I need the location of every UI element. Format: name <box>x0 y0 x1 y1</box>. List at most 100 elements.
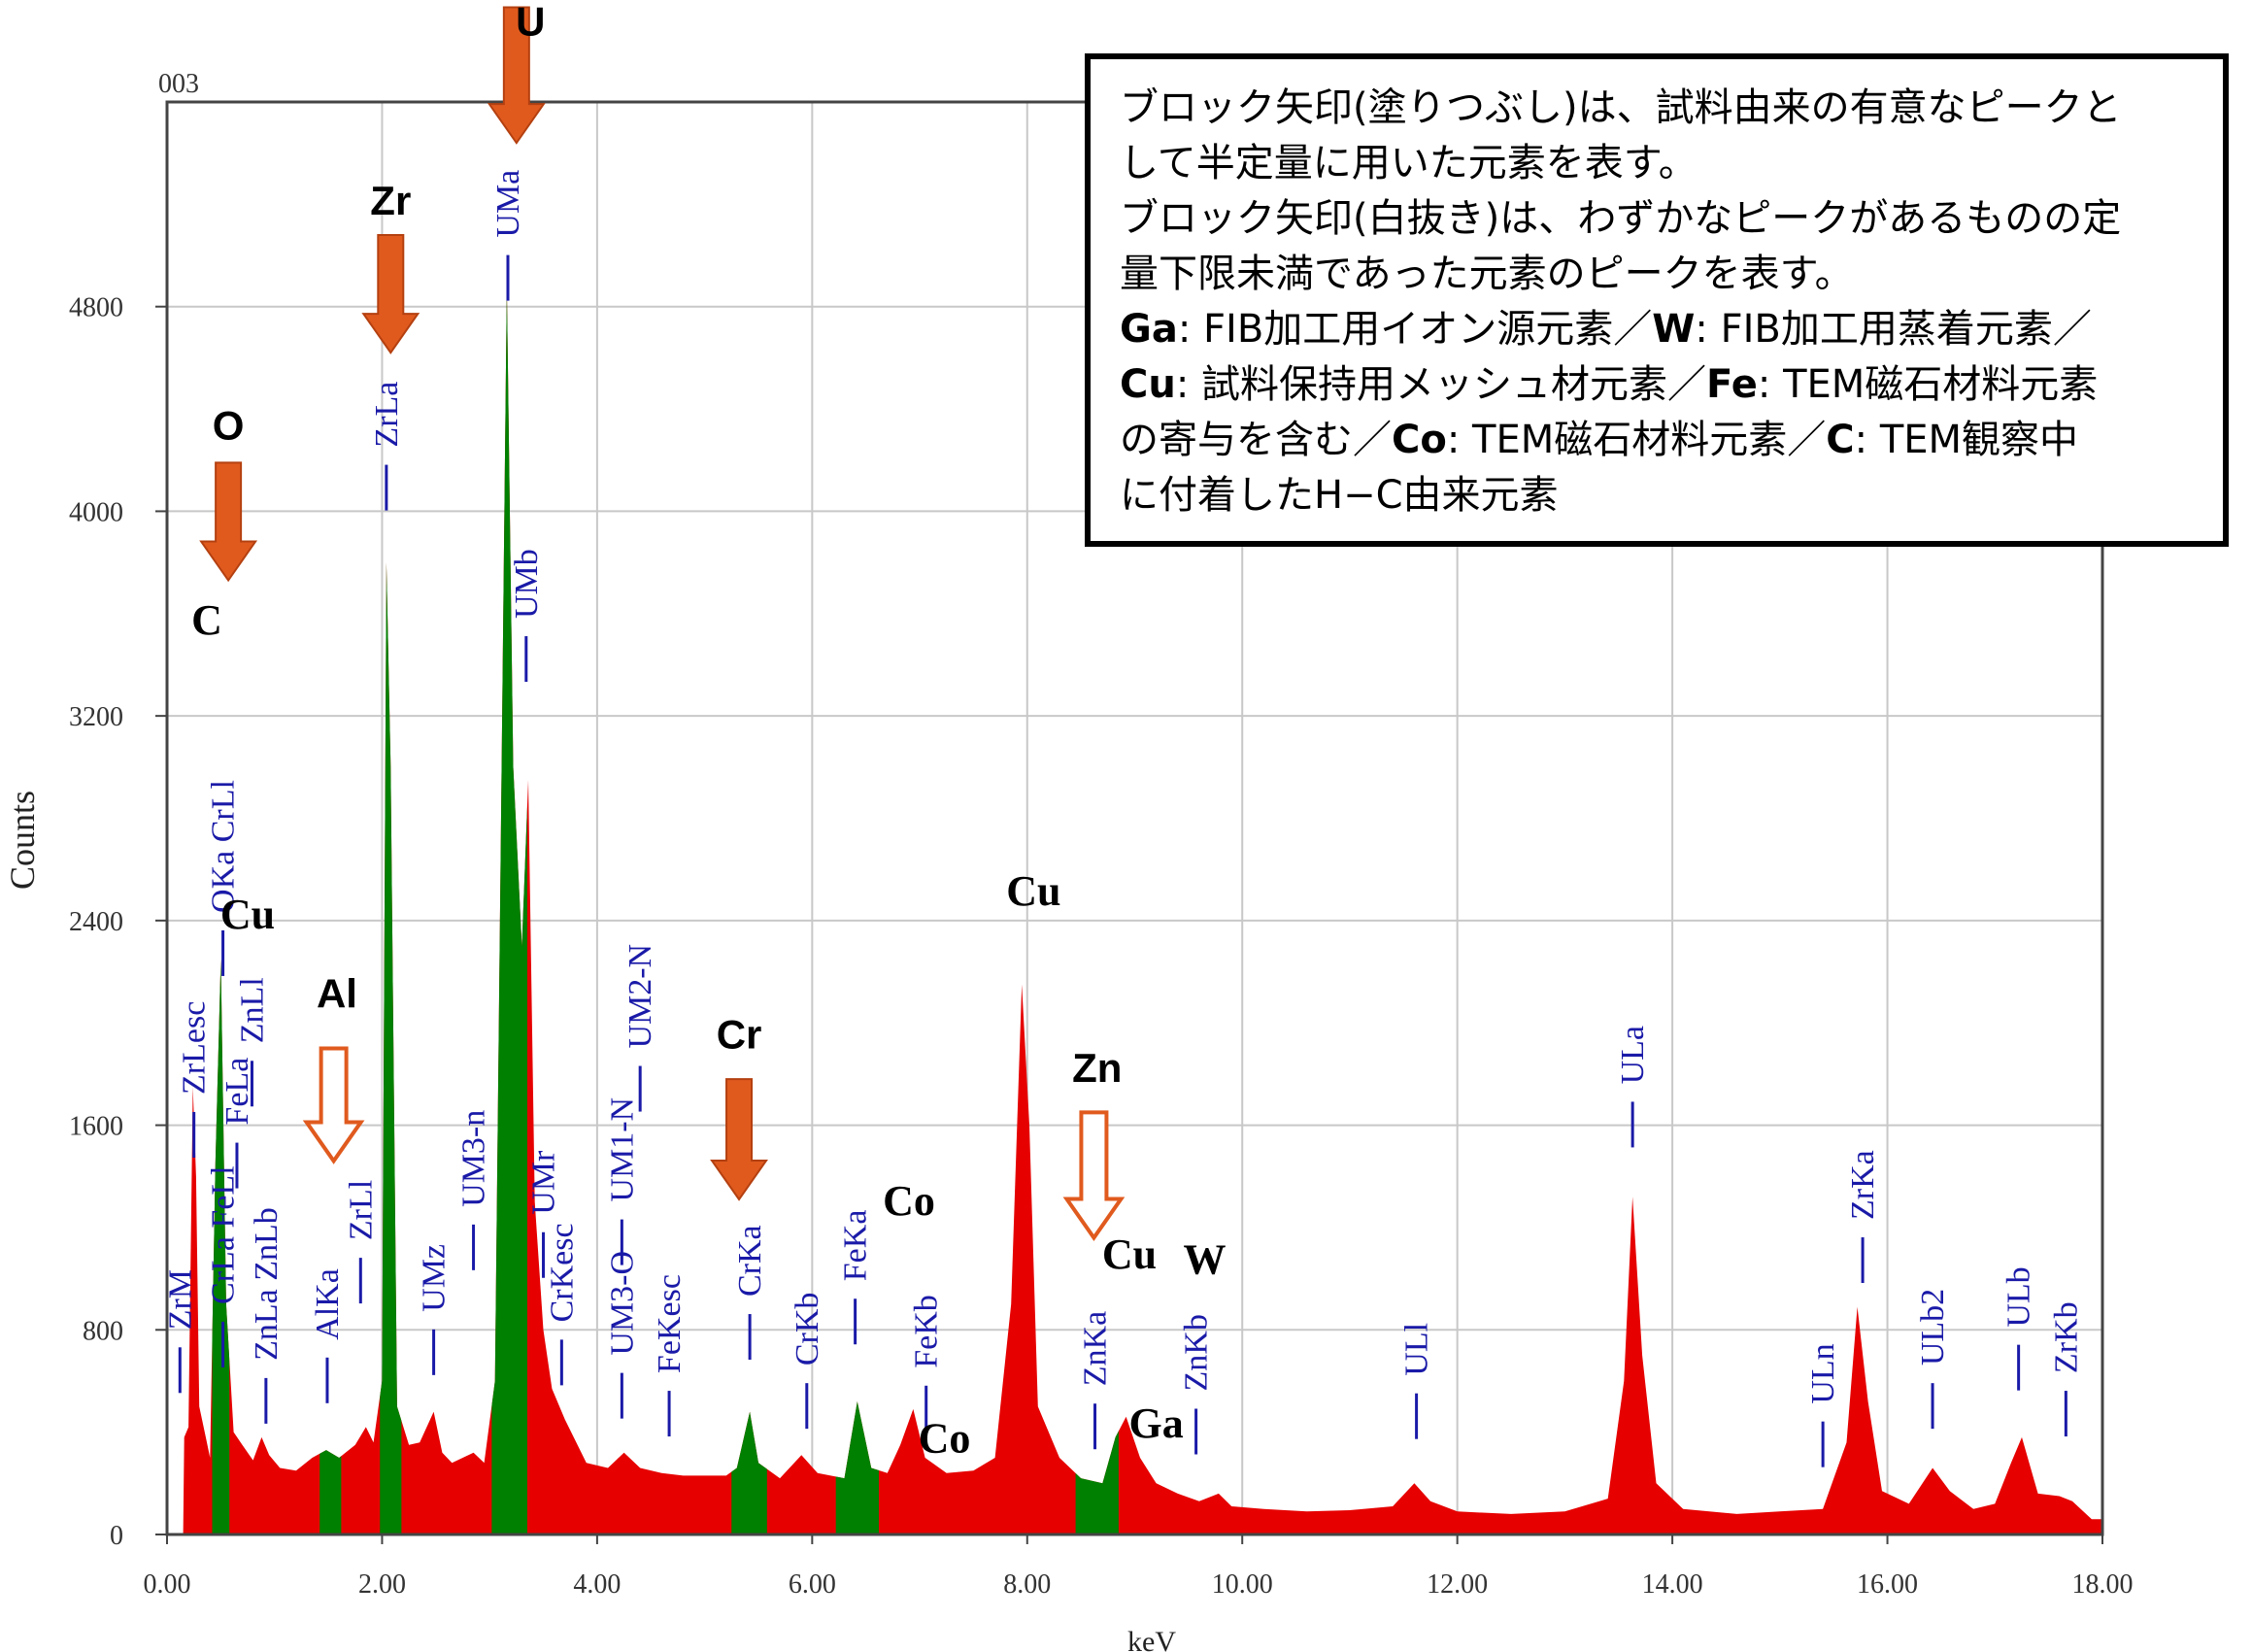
peak-label: CrKb <box>790 1293 825 1366</box>
element-label: Cu <box>220 891 275 938</box>
element-label: Co <box>883 1177 935 1225</box>
peak-label: ULb <box>2001 1266 2037 1327</box>
peak-label: UM2-N <box>622 944 658 1049</box>
note-line: の寄与を含む／Co: TEM磁石材料元素／C: TEM観察中 <box>1120 413 2207 468</box>
note-line: 量下限未満であった元素のピークを表す。 <box>1120 247 2207 302</box>
filled-block-arrow <box>199 461 258 583</box>
peak-label: ZnKa <box>1078 1311 1114 1386</box>
outline-block-arrow <box>302 1046 365 1164</box>
x-tick-label: 2.00 <box>358 1569 406 1600</box>
peak-label: ULn <box>1805 1343 1841 1403</box>
peak-label: FeKa <box>838 1210 874 1282</box>
peak-label: ZrKa <box>1845 1150 1881 1220</box>
peak-label: CrKa <box>732 1225 768 1297</box>
peak-label: ZrLa <box>369 382 405 448</box>
x-tick-label: 18.00 <box>2072 1569 2134 1600</box>
element-label: W <box>1183 1235 1226 1283</box>
element-label: Cr <box>717 1012 762 1058</box>
note-element-symbol: Cu <box>1120 362 1176 407</box>
note-line: Cu: 試料保持用メッシュ材元素／Fe: TEM磁石材料元素 <box>1120 357 2207 413</box>
note-text: : TEM観察中 <box>1854 418 2079 462</box>
element-label: Al <box>317 970 357 1016</box>
note-text: の寄与を含む／ <box>1120 418 1392 462</box>
note-text: : FIB加工用イオン源元素／ <box>1177 307 1653 352</box>
note-text: ブロック矢印(塗りつぶし)は、試料由来の有意なピークと <box>1120 85 2122 130</box>
peak-label: UMa <box>490 170 526 238</box>
element-label: C <box>191 596 222 644</box>
y-tick-label: 0 <box>110 1521 123 1551</box>
peak-label: CrLa FeLl <box>206 1165 242 1304</box>
peak-label: AlKa <box>310 1268 346 1340</box>
y-tick-label: 3200 <box>69 702 123 732</box>
peak-label: FeKesc <box>652 1274 688 1373</box>
peak-label: ZnKb <box>1179 1314 1215 1391</box>
peak-label: ZnLl <box>234 977 270 1043</box>
note-line: ブロック矢印(塗りつぶし)は、試料由来の有意なピークと <box>1120 81 2207 136</box>
element-labels: U Zr O C Cu Al Cr Cu Zn Co Cu W Co Ga <box>191 0 1226 1463</box>
annotation-arrows <box>199 6 1126 1241</box>
peak-label: UMr <box>526 1150 562 1215</box>
note-text: : FIB加工用蒸着元素／ <box>1695 307 2092 352</box>
filled-block-arrow <box>361 233 420 354</box>
peak-label: ZrM <box>162 1269 198 1330</box>
note-text: : 試料保持用メッシュ材元素／ <box>1175 362 1707 407</box>
peak-labels: ZrM ZrLesc OKa CrLl CrLa FeLl FeLa ZnLl ZnLa Z… <box>162 170 2084 1467</box>
note-element-symbol: Co <box>1392 418 1447 462</box>
element-label: U <box>516 0 545 45</box>
peak-label: UMb <box>509 549 545 619</box>
x-axis-ticks: 0.00 2.00 4.00 6.00 8.00 10.00 12.00 14.00 16.00… <box>144 1534 2134 1600</box>
y-tick-label: 2400 <box>69 907 123 937</box>
element-label: Ga <box>1129 1399 1184 1447</box>
peak-label: OKa CrLl <box>206 780 242 913</box>
note-text: に付着したH−C由来元素 <box>1120 473 1559 518</box>
peak-label: UM3-O <box>604 1251 640 1356</box>
peak-label: FeKb <box>909 1295 945 1368</box>
element-label: O <box>213 403 245 449</box>
note-line: ブロック矢印(白抜き)は、わずかなピークがあるものの定 <box>1120 191 2207 247</box>
x-tick-label: 6.00 <box>789 1569 836 1600</box>
note-element-symbol: C <box>1826 418 1855 462</box>
x-tick-label: 16.00 <box>1857 1569 1918 1600</box>
peak-label: ZrKb <box>2048 1301 2084 1373</box>
legend-note-box: ブロック矢印(塗りつぶし)は、試料由来の有意なピークと して半定量に用いた元素を表… <box>1085 53 2229 547</box>
y-tick-label: 4800 <box>69 293 123 323</box>
note-text: 量下限未満であった元素のピークを表す。 <box>1120 252 1854 296</box>
element-label: Co <box>919 1415 971 1463</box>
x-tick-label: 10.00 <box>1212 1569 1273 1600</box>
note-line: Ga: FIB加工用イオン源元素／W: FIB加工用蒸着元素／ <box>1120 302 2207 357</box>
y-axis-label: Counts <box>3 791 42 890</box>
y-axis-ticks: 0 800 1600 2400 3200 4000 4800 <box>69 293 167 1551</box>
corner-label: 003 <box>158 69 199 99</box>
peak-label: UM1-N <box>604 1097 640 1202</box>
x-tick-label: 14.00 <box>1642 1569 1703 1600</box>
note-text: : TEM磁石材料元素 <box>1757 362 2099 407</box>
note-line: して半定量に用いた元素を表す。 <box>1120 136 2207 191</box>
note-text: ブロック矢印(白抜き)は、わずかなピークがあるものの定 <box>1120 196 2122 241</box>
element-label: Cu <box>1102 1231 1157 1278</box>
element-label: Zr <box>370 178 411 223</box>
note-text: して半定量に用いた元素を表す。 <box>1120 141 1697 185</box>
element-label: Cu <box>1006 867 1060 915</box>
peak-label: FeLa <box>219 1058 255 1126</box>
peak-label: UMz <box>417 1244 453 1312</box>
filled-block-arrow <box>487 6 546 145</box>
peak-label: ULl <box>1399 1323 1435 1376</box>
x-tick-label: 0.00 <box>144 1569 191 1600</box>
y-tick-label: 4000 <box>69 497 123 527</box>
y-tick-label: 800 <box>83 1316 123 1346</box>
outline-block-arrow <box>1062 1110 1126 1241</box>
element-label: Zn <box>1072 1045 1122 1091</box>
peak-label: ZrLl <box>343 1180 379 1240</box>
peak-label: ZrLesc <box>177 1001 213 1095</box>
x-tick-label: 4.00 <box>573 1569 621 1600</box>
peak-label: UM3-n <box>456 1110 492 1207</box>
x-tick-label: 12.00 <box>1427 1569 1488 1600</box>
note-text: : TEM磁石材料元素／ <box>1446 418 1827 462</box>
note-element-symbol: Ga <box>1120 307 1178 352</box>
note-element-symbol: W <box>1652 307 1696 352</box>
filled-block-arrow <box>710 1078 768 1201</box>
peak-label: CrKesc <box>544 1223 580 1322</box>
y-tick-label: 1600 <box>69 1112 123 1142</box>
note-element-symbol: Fe <box>1706 362 1758 407</box>
peak-label: ULb2 <box>1915 1289 1951 1365</box>
